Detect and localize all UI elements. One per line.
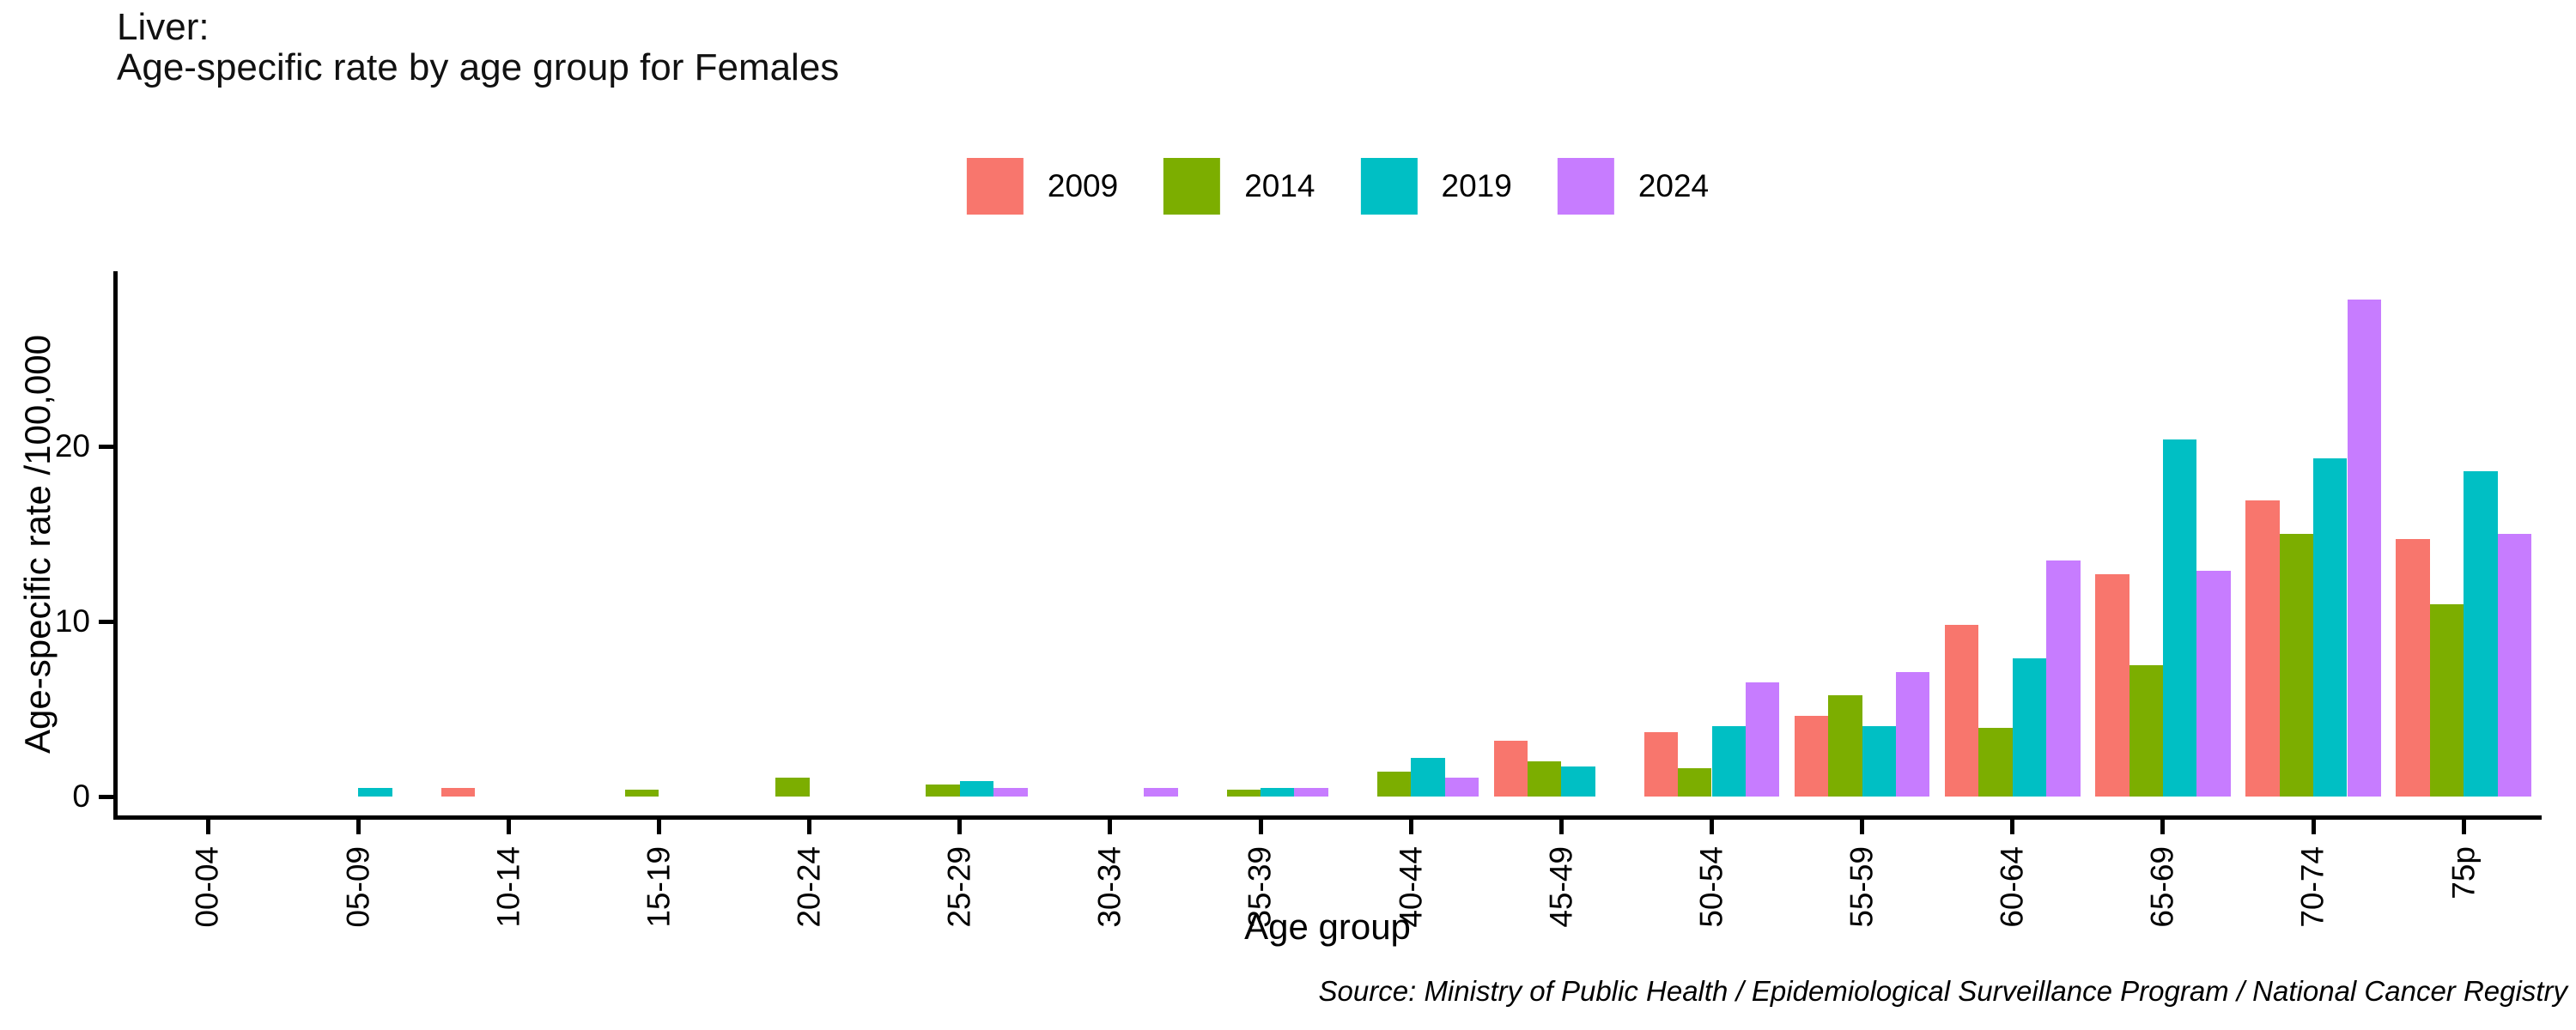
bar-2014-55-59 xyxy=(1828,694,1862,797)
bar-2009-50-54 xyxy=(1643,731,1679,797)
x-tick xyxy=(205,820,210,834)
bar-2009-10-14 xyxy=(440,787,475,797)
legend-swatch-2014 xyxy=(1163,158,1221,215)
x-tick-label-25-29: 25-29 xyxy=(941,846,977,928)
bar-2014-65-69 xyxy=(2129,665,2163,797)
x-tick-label-20-24: 20-24 xyxy=(791,846,827,928)
x-tick-label-30-34: 30-34 xyxy=(1091,846,1127,928)
y-tick-label: 0 xyxy=(72,779,90,814)
y-tick xyxy=(99,444,113,449)
bar-2014-15-19 xyxy=(625,789,659,797)
x-tick xyxy=(807,820,812,834)
bar-2024-30-34 xyxy=(1144,787,1178,797)
legend-label: 2014 xyxy=(1244,168,1315,203)
bar-2024-35-39 xyxy=(1294,787,1328,797)
chart-title-line-1: Liver: xyxy=(117,6,210,48)
bar-2019-05-09 xyxy=(358,787,392,797)
x-axis-line xyxy=(113,815,2542,820)
bar-2019-65-69 xyxy=(2162,439,2197,797)
x-tick-label-00-04: 00-04 xyxy=(190,846,225,928)
bar-2019-40-44 xyxy=(1411,758,1445,797)
x-tick xyxy=(506,820,511,834)
bar-2019-25-29 xyxy=(959,780,994,797)
x-tick xyxy=(2010,820,2015,834)
bar-2024-60-64 xyxy=(2046,560,2081,797)
x-tick xyxy=(957,820,963,834)
x-tick xyxy=(1710,820,1714,834)
legend-item-2019: 2019 xyxy=(1360,158,1512,215)
x-tick-label-60-64: 60-64 xyxy=(1994,846,2030,928)
chart-title-line-2: Age-specific rate by age group for Femal… xyxy=(117,46,840,88)
bar-2024-50-54 xyxy=(1745,682,1780,797)
legend-item-2014: 2014 xyxy=(1163,158,1315,215)
bar-2024-40-44 xyxy=(1444,777,1479,797)
bar-2009-65-69 xyxy=(2095,573,2129,797)
x-tick-label-10-14: 10-14 xyxy=(490,846,526,928)
bar-2014-45-49 xyxy=(1527,761,1562,797)
y-axis-line xyxy=(113,271,118,820)
bar-2014-75p xyxy=(2429,603,2464,797)
x-tick-label-50-54: 50-54 xyxy=(1693,846,1729,928)
bar-2014-40-44 xyxy=(1376,772,1412,797)
y-tick xyxy=(99,794,113,799)
chart-title: Liver: Age-specific rate by age group fo… xyxy=(117,7,839,88)
x-tick-label-65-69: 65-69 xyxy=(2144,846,2180,928)
bar-2009-70-74 xyxy=(2245,500,2280,797)
x-tick xyxy=(1408,820,1413,834)
x-tick-label-45-49: 45-49 xyxy=(1543,846,1579,928)
x-tick xyxy=(1860,820,1865,834)
bar-2014-20-24 xyxy=(775,777,810,797)
x-tick xyxy=(2311,820,2316,834)
x-tick xyxy=(1558,820,1564,834)
x-tick xyxy=(656,820,661,834)
legend-item-2024: 2024 xyxy=(1557,158,1710,215)
y-tick-label: 20 xyxy=(54,428,90,464)
bar-2019-60-64 xyxy=(2012,657,2047,797)
legend-swatch-2019 xyxy=(1360,158,1418,215)
x-tick xyxy=(1258,820,1263,834)
legend-label: 2024 xyxy=(1637,168,1710,203)
bar-2024-55-59 xyxy=(1896,672,1930,797)
legend: 2009 2014 2019 2024 xyxy=(966,158,1710,215)
legend-swatch-2009 xyxy=(966,158,1024,215)
bar-2009-55-59 xyxy=(1794,716,1829,797)
bar-2014-60-64 xyxy=(1978,728,2013,797)
y-axis-title: Age-specific rate /100,000 xyxy=(17,335,58,754)
legend-item-2009: 2009 xyxy=(966,158,1119,215)
y-tick-label: 10 xyxy=(54,603,90,639)
bar-2014-25-29 xyxy=(926,784,960,797)
x-tick xyxy=(2461,820,2466,834)
bar-2024-75p xyxy=(2497,534,2532,797)
x-tick-label-05-09: 05-09 xyxy=(340,846,376,928)
x-tick xyxy=(1108,820,1113,834)
legend-label: 2019 xyxy=(1441,168,1512,203)
bar-2019-75p xyxy=(2464,470,2498,797)
bar-2024-70-74 xyxy=(2347,299,2381,797)
legend-swatch-2024 xyxy=(1557,158,1614,215)
legend-label: 2009 xyxy=(1047,168,1119,203)
bar-2009-60-64 xyxy=(1945,625,1979,797)
y-tick xyxy=(99,619,113,624)
x-tick xyxy=(2160,820,2166,834)
x-tick-label-75p: 75p xyxy=(2445,846,2482,900)
bar-2024-65-69 xyxy=(2196,570,2231,797)
x-axis-title: Age group xyxy=(1244,906,1411,947)
bar-2014-70-74 xyxy=(2279,534,2314,797)
bar-2014-50-54 xyxy=(1678,768,1712,797)
bar-2019-70-74 xyxy=(2313,458,2348,797)
x-tick-label-15-19: 15-19 xyxy=(641,846,677,928)
source-note: Source: Ministry of Public Health / Epid… xyxy=(1318,975,2567,1007)
bar-2014-35-39 xyxy=(1226,789,1261,797)
bar-2024-25-29 xyxy=(993,787,1028,797)
bar-2009-45-49 xyxy=(1493,740,1528,797)
bar-2019-35-39 xyxy=(1261,787,1295,797)
bar-2009-75p xyxy=(2396,539,2430,797)
x-tick xyxy=(355,820,361,834)
bar-2019-50-54 xyxy=(1711,726,1746,797)
x-tick-label-55-59: 55-59 xyxy=(1844,846,1880,928)
bar-2019-45-49 xyxy=(1561,766,1595,797)
x-tick-label-70-74: 70-74 xyxy=(2295,846,2331,928)
bar-2019-55-59 xyxy=(1862,726,1897,797)
